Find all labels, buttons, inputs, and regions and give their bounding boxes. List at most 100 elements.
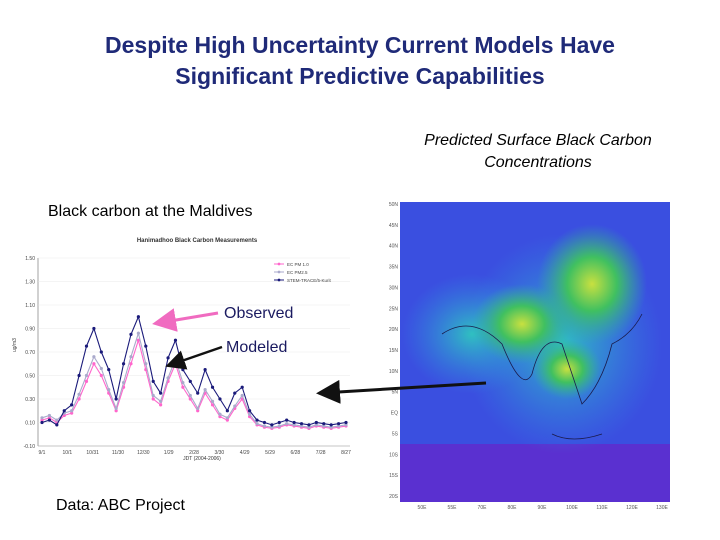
data-point (277, 420, 281, 425)
x-tick-label: 3/30 (214, 450, 224, 456)
latitude-label: 20S (389, 494, 399, 500)
data-point (55, 418, 59, 422)
data-point (151, 379, 155, 383)
latitude-label: 35N (389, 265, 399, 271)
data-point (225, 418, 229, 422)
data-point (344, 420, 348, 425)
data-point (188, 397, 192, 401)
y-tick-label: 0.90 (25, 327, 35, 333)
x-tick-label: 12/30 (137, 450, 150, 456)
longitude-label: 110E (596, 505, 608, 510)
data-point (99, 373, 103, 378)
data-point (40, 420, 44, 425)
map-coastline (441, 313, 643, 440)
data-point (159, 403, 163, 407)
chart-title: Hanimadhoo Black Carbon Measurements (137, 238, 258, 244)
y-tick-label: 1.30 (25, 280, 35, 286)
data-point (114, 409, 118, 413)
latitude-label: 50N (389, 202, 399, 208)
data-point (248, 412, 252, 416)
data-point (196, 406, 200, 410)
data-point (344, 423, 348, 427)
latitude-label: 5S (392, 431, 399, 437)
data-point (40, 416, 44, 420)
data-point (84, 373, 89, 378)
data-point (47, 416, 52, 420)
data-point (159, 399, 163, 403)
data-point (107, 368, 111, 372)
data-point (225, 416, 229, 420)
data-point (336, 422, 341, 426)
latitude-label: EQ (391, 411, 398, 417)
latitude-label: 15N (389, 348, 399, 354)
data-point (225, 409, 229, 413)
data-point (329, 423, 333, 427)
x-tick-label: 1/29 (164, 450, 174, 456)
longitude-label: 130E (656, 505, 668, 510)
data-point (292, 420, 296, 425)
data-point (181, 385, 185, 389)
data-point (77, 397, 81, 401)
data-point (329, 425, 333, 429)
data-point (314, 420, 318, 425)
data-point (203, 388, 207, 392)
data-point (248, 409, 252, 413)
y-tick-label: 1.50 (25, 256, 35, 262)
data-point (151, 393, 155, 398)
map-caption: Predicted Surface Black Carbon Concentra… (388, 130, 688, 174)
x-tick-label: 7/28 (316, 450, 326, 456)
data-point (218, 415, 222, 419)
latitude-label: 20N (389, 327, 399, 333)
latitude-label: 15S (389, 473, 399, 479)
data-point (181, 368, 185, 372)
x-tick-label: 2/28 (189, 450, 199, 456)
data-point (121, 380, 126, 385)
data-point (240, 385, 244, 389)
data-point (47, 418, 52, 422)
y-tick-label: -0.10 (24, 444, 36, 450)
data-point (277, 424, 281, 428)
map-sea-region (532, 339, 602, 399)
data-point (70, 411, 74, 415)
data-point (262, 420, 267, 425)
data-point (92, 355, 96, 359)
data-point (233, 404, 237, 408)
data-point (114, 406, 118, 410)
legend-label: EC PM2.5 (287, 270, 308, 275)
data-point (129, 355, 133, 359)
series-line (41, 338, 347, 429)
data-point (159, 391, 163, 395)
data-point (136, 331, 140, 335)
series-line (41, 315, 347, 426)
x-tick-label: 6/28 (290, 450, 300, 456)
data-point (203, 368, 207, 372)
y-tick-label: 0.10 (25, 421, 35, 427)
longitude-label: 90E (538, 505, 548, 510)
data-point (129, 332, 133, 336)
data-point (322, 422, 326, 426)
x-tick-label: 11/30 (112, 450, 124, 456)
data-point (336, 424, 341, 428)
data-point (84, 344, 89, 348)
map-china-region (537, 224, 647, 344)
series-line (41, 331, 347, 428)
latitude-label: 10N (389, 369, 399, 375)
latitude-label: 45N (389, 223, 399, 229)
latitude-label: 40N (389, 244, 399, 250)
y-tick-label: 0.30 (25, 397, 35, 403)
data-point (196, 409, 200, 413)
data-point (62, 409, 66, 413)
data-point (92, 326, 96, 331)
legend-marker (277, 262, 281, 266)
y-tick-label: 0.70 (25, 350, 35, 356)
latitude-label: 25N (389, 306, 399, 312)
latitude-label: 10S (389, 452, 399, 458)
data-point (255, 422, 259, 426)
data-point (114, 397, 118, 401)
legend-marker (277, 270, 281, 274)
data-point (166, 356, 170, 360)
data-point (188, 393, 192, 398)
data-point (240, 393, 244, 398)
title-line-1: Despite High Uncertainty Current Models … (105, 32, 615, 58)
data-point (270, 423, 274, 427)
